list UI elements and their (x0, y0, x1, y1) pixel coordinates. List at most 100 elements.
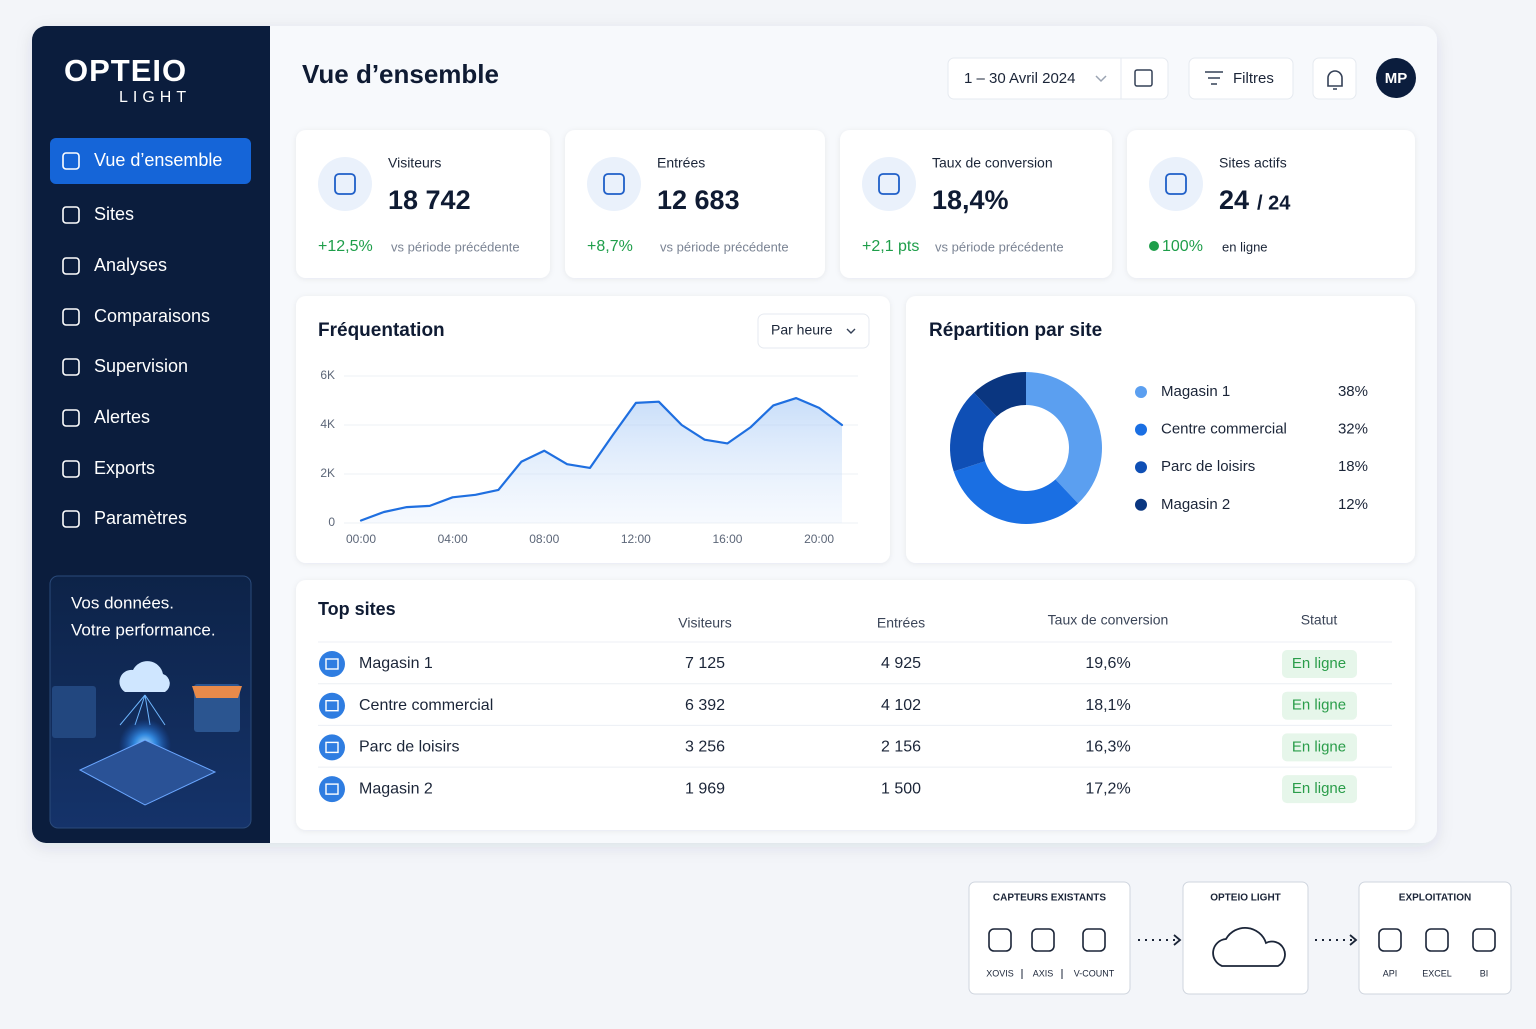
filters-button[interactable] (1188, 57, 1294, 100)
table-title: Top sites (318, 599, 396, 619)
calendar-icon[interactable] (1134, 69, 1153, 87)
pipeline-icon (1031, 928, 1055, 952)
date-range[interactable]: 1 – 30 Avril 2024 (964, 70, 1075, 87)
promo-building (52, 686, 96, 738)
pipeline-item: AXIS (1033, 968, 1054, 978)
x-tick-label: 08:00 (529, 532, 559, 546)
legend-label: Parc de loisirs (1161, 458, 1255, 475)
column-header: Visiteurs (678, 615, 731, 631)
promo-text: Vos données. (71, 593, 174, 612)
site-glyph (325, 741, 339, 754)
site-glyph (325, 700, 339, 712)
column-header: Statut (1301, 612, 1338, 628)
nav-item[interactable]: Analyses (94, 255, 167, 275)
kpi-total: / 24 (1257, 192, 1291, 214)
nav-item[interactable]: Exports (94, 458, 155, 478)
nav-item[interactable]: Vue d’ensemble (94, 150, 222, 170)
brand-sub: LIGHT (119, 89, 191, 106)
nav-active (50, 138, 251, 184)
table-cell: 16,3% (1085, 739, 1130, 756)
donut-segment (973, 372, 1026, 417)
site-name: Parc de loisirs (359, 739, 459, 756)
promo-wire (144, 694, 166, 726)
promo-awning (192, 686, 242, 698)
promo-wire (119, 694, 146, 726)
nav-icon (62, 152, 80, 170)
pipeline-item: V-COUNT (1074, 968, 1115, 978)
avatar[interactable] (1376, 58, 1416, 98)
site-icon (319, 651, 345, 677)
kpi-delta: 100% (1162, 238, 1203, 255)
column-header: Entrées (877, 615, 925, 631)
kpi-value: 18,4% (932, 185, 1009, 215)
cloud-icon (1212, 927, 1286, 967)
chevron (1095, 75, 1107, 83)
kpi-value: 24 (1219, 185, 1249, 215)
status-pill (1282, 733, 1357, 762)
bell-icon (1327, 70, 1343, 90)
table-cell: 18,1% (1085, 697, 1130, 714)
legend-dot (1135, 498, 1147, 511)
pipeline-title: OPTEIO LIGHT (1210, 893, 1281, 904)
site-icon (319, 734, 345, 761)
donut-segment (953, 461, 1079, 525)
pipeline-item: XOVIS (986, 968, 1014, 978)
nav-item[interactable]: Sites (94, 204, 134, 224)
status-pill (1282, 691, 1357, 720)
nav-item[interactable]: Supervision (94, 356, 188, 376)
legend-label: Magasin 1 (1161, 383, 1230, 400)
avatar-initials[interactable]: MP (1385, 70, 1408, 87)
pipeline-icon (1378, 928, 1402, 952)
filters-label[interactable]: Filtres (1233, 70, 1274, 87)
pipeline-title: EXPLOITATION (1399, 893, 1471, 904)
table-cell: 4 925 (881, 655, 921, 672)
kpi-glyph (1165, 173, 1187, 195)
nav-item[interactable]: Paramètres (94, 508, 187, 528)
x-tick-label: 20:00 (804, 532, 834, 546)
kpi-note: en ligne (1222, 239, 1268, 254)
pipeline-item: BI (1480, 968, 1489, 978)
bell-button[interactable] (1312, 57, 1357, 100)
kpi-delta: +8,7% (587, 238, 633, 255)
table-cell: 2 156 (881, 739, 921, 756)
selector[interactable] (757, 313, 870, 349)
x-tick-label: 00:00 (346, 532, 376, 546)
pipeline-box (968, 881, 1131, 995)
pipeline-icon (1425, 928, 1449, 952)
legend-value: 32% (1338, 421, 1368, 438)
nav-icon (62, 257, 80, 275)
arrow-head (1349, 934, 1358, 946)
nav-icon (62, 206, 80, 224)
kpi-note: vs période précédente (660, 239, 789, 254)
status-pill (1282, 650, 1357, 678)
kpi-value: 12 683 (657, 185, 740, 215)
site-glyph (325, 658, 339, 670)
table-cell: 3 256 (685, 739, 725, 756)
status-pill (1282, 775, 1357, 804)
site-icon (319, 776, 345, 803)
selector-label[interactable]: Par heure (771, 322, 833, 338)
kpi-label: Visiteurs (388, 155, 441, 171)
donut-segment (950, 392, 997, 472)
kpi-delta: +2,1 pts (862, 238, 919, 255)
kpi-value: 18 742 (388, 185, 471, 215)
page-title: Vue d’ensemble (302, 59, 499, 89)
kpi-delta: +12,5% (318, 238, 373, 255)
nav-item[interactable]: Comparaisons (94, 306, 210, 326)
donut-segment (1026, 372, 1102, 504)
kpi-note: vs période précédente (935, 239, 1064, 254)
date-picker[interactable] (947, 57, 1169, 100)
nav-item[interactable]: Alertes (94, 407, 150, 427)
kpi-icon (1149, 157, 1203, 211)
pipeline-item: EXCEL (1422, 968, 1452, 978)
filter-icon (1205, 71, 1223, 85)
pipeline-item: API (1383, 968, 1398, 978)
site-name: Magasin 2 (359, 780, 433, 797)
site-icon (319, 692, 345, 719)
nav-icon (62, 358, 80, 376)
column-header: Taux de conversion (1048, 612, 1169, 628)
kpi-glyph (603, 173, 625, 195)
nav-icon (62, 510, 80, 528)
